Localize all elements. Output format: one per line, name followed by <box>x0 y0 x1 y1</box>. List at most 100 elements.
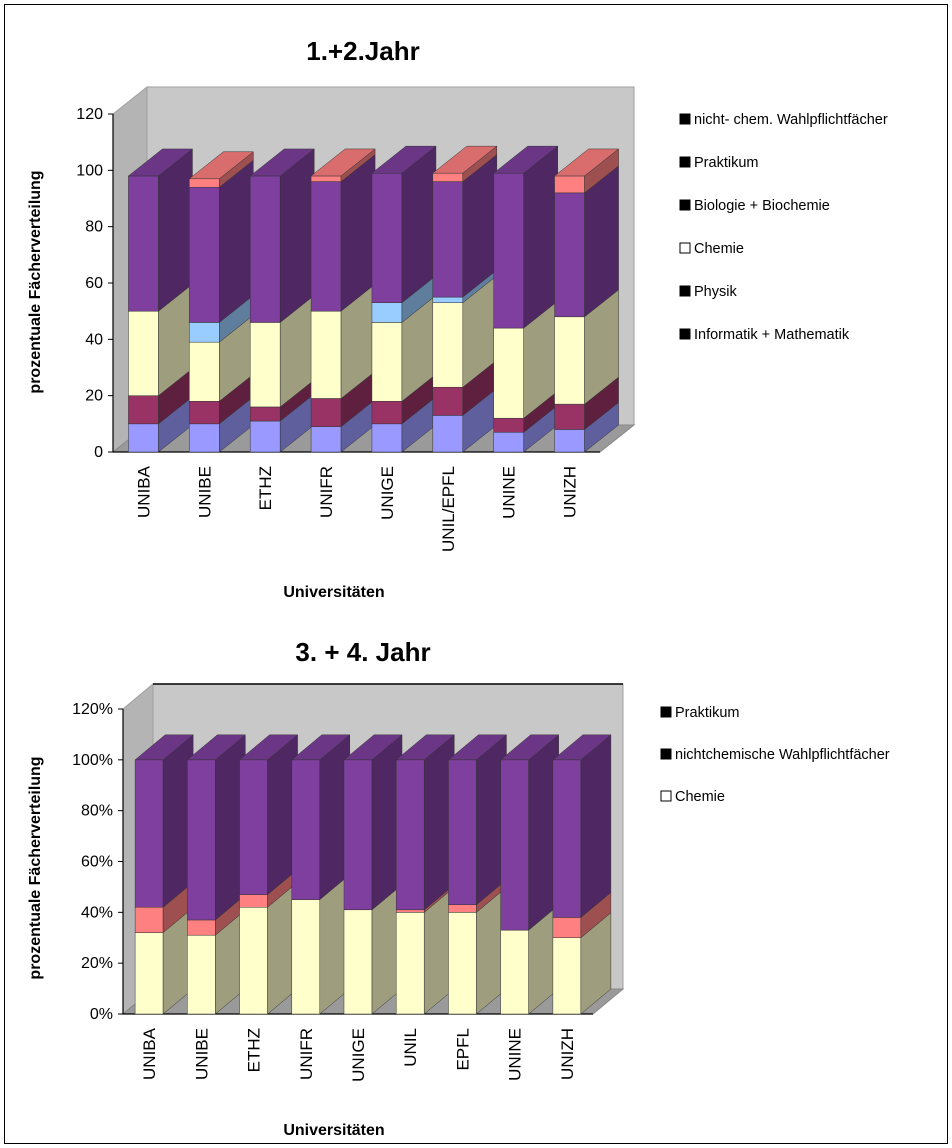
bar-segment <box>128 310 159 396</box>
category-label: UNIZH <box>558 1028 577 1080</box>
legend-label: Chemie <box>694 241 744 257</box>
legend-swatch <box>679 156 691 168</box>
plot-area: 0 20 40 60 80 100 120 UNIBA UNIBE ETHZ UNIFR UNIGE U… <box>76 85 636 552</box>
y-tick-label: 120% <box>72 701 113 718</box>
bar-segment <box>249 175 281 323</box>
bar-top <box>186 734 247 761</box>
bar-segment <box>249 322 281 408</box>
bar-top <box>310 148 376 177</box>
bar-segment <box>128 175 159 312</box>
bar-segment <box>189 423 220 453</box>
bar-segment-side <box>523 145 558 329</box>
bar-segment-side <box>158 148 193 312</box>
category-label: UNIZH <box>561 466 580 518</box>
y-tick-label: 80 <box>85 219 103 236</box>
bar-segment <box>493 432 524 453</box>
bar-top <box>447 734 508 761</box>
bar-segment <box>310 426 342 453</box>
bar-segment-side <box>401 145 437 304</box>
bar-segment-side <box>279 148 315 323</box>
bar-segment <box>554 192 585 318</box>
legend-swatch <box>679 113 691 125</box>
bar-stack <box>249 148 315 453</box>
bar-segment <box>189 401 220 425</box>
y-tick-label: 0% <box>90 1006 113 1023</box>
legend-swatch <box>679 328 691 340</box>
bar-segment <box>432 386 464 416</box>
category-label: UNIBE <box>195 466 214 518</box>
plot-area: 0% 20% 40% 60% 80% 100% 120% UNIBA UNIBE ETHZ UNIF… <box>72 682 625 1082</box>
bar-stack <box>395 734 455 1015</box>
bar-segment <box>554 429 585 453</box>
bar-segment <box>493 172 524 329</box>
legend-label: nicht- chem. Wahlpflichtfächer <box>694 112 888 128</box>
bar-stack <box>499 734 560 1015</box>
bar-segment <box>493 417 524 433</box>
legend-label: Biologie + Biochemie <box>694 198 830 214</box>
category-label: UNIFR <box>317 466 336 518</box>
y-axis-label: prozentuale Fächerverteilung <box>27 170 44 393</box>
bar-top <box>249 148 315 177</box>
bar-segment <box>432 181 464 298</box>
legend-swatch <box>660 748 672 760</box>
bar-segment <box>187 919 216 936</box>
legend-label: nichtchemische Wahlpflichtfächer <box>675 747 890 763</box>
bar-segment <box>134 907 164 933</box>
bar-segment <box>448 759 477 905</box>
bar-stack <box>238 734 299 1015</box>
figure-frame <box>4 4 948 1144</box>
bar-segment <box>310 181 342 312</box>
bar-segment <box>343 759 373 911</box>
bar-top <box>188 151 255 180</box>
bar-segment-side <box>340 154 376 312</box>
bar-segment <box>371 302 403 323</box>
bar-segment <box>395 909 425 913</box>
bar-segment <box>432 302 464 388</box>
bar-top <box>499 734 560 761</box>
bar-segment <box>310 398 342 427</box>
y-tick-label: 20% <box>81 955 113 972</box>
y-tick-label: 60 <box>85 275 103 292</box>
bar-top <box>371 145 437 174</box>
bar-segment <box>554 316 585 405</box>
chart-year-1-2: 1.+2.Jahr prozentuale Fächerverteilung U… <box>27 36 888 601</box>
legend-swatch <box>660 790 672 802</box>
legend-swatch <box>660 706 672 718</box>
bar-segment <box>239 759 268 895</box>
bar-segment <box>187 759 216 921</box>
bar-stack <box>186 734 247 1015</box>
bar-segment <box>448 904 477 913</box>
bar-segment <box>432 296 464 303</box>
y-tick-label: 80% <box>81 803 113 820</box>
category-label: UNIBA <box>134 465 153 518</box>
legend-label: Praktikum <box>675 705 739 721</box>
bar-stack <box>310 148 376 453</box>
bar-stack <box>552 734 612 1015</box>
y-tick-label: 60% <box>81 854 113 871</box>
category-label: UNINE <box>506 1028 525 1081</box>
y-tick-label: 40 <box>85 331 103 348</box>
bar-segment <box>371 423 403 453</box>
bar-segment <box>189 322 220 343</box>
bar-stack <box>371 145 437 453</box>
x-axis-label: Universitäten <box>283 1122 384 1139</box>
y-tick-label: 40% <box>81 904 113 921</box>
bar-segment <box>552 759 582 918</box>
bar-segment <box>432 172 464 182</box>
bar-top <box>553 148 620 177</box>
bar-stack <box>188 151 255 453</box>
bar-stack <box>553 148 620 453</box>
bar-segment <box>189 341 220 402</box>
bar-segment <box>554 403 585 430</box>
bar-segment <box>371 322 403 402</box>
legend-label: Chemie <box>675 789 725 805</box>
category-label: UNIBE <box>192 1028 211 1080</box>
legend-swatch <box>679 242 691 254</box>
bar-stack <box>432 145 498 453</box>
bar-segment-side <box>219 159 254 323</box>
legend: nicht- chem. Wahlpflichtfächer Praktikum B… <box>679 112 888 343</box>
chart-year-3-4: 3. + 4. Jahr prozentuale Fächerverteilun… <box>27 637 890 1139</box>
legend-swatch <box>679 199 691 211</box>
bar-segment <box>249 406 281 422</box>
y-tick-label: 0 <box>94 444 103 461</box>
